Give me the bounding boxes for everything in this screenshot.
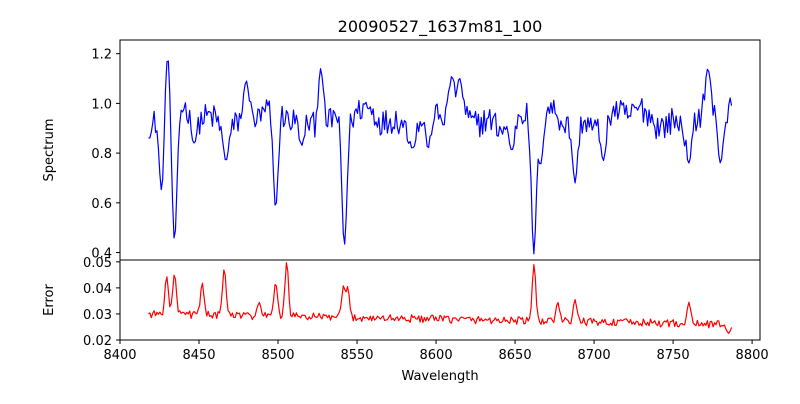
x-tick-label: 8800	[736, 348, 769, 363]
error-y-tick-label: 0.05	[83, 256, 112, 271]
x-tick-label: 8500	[261, 348, 294, 363]
x-tick-label: 8400	[103, 348, 136, 363]
spectrum-y-axis-label: Spectrum	[42, 119, 57, 182]
x-tick-label: 8550	[340, 348, 373, 363]
spectrum-y-tick-label: 0.4	[91, 247, 112, 262]
spectrum-y-tick-label: 0.8	[91, 147, 112, 162]
error-panel: Error 0.020.030.040.05 8400 8450 8500 8550 8…	[42, 256, 769, 384]
spectrum-y-tick-label: 0.6	[91, 197, 112, 212]
error-x-ticks: 8400 8450 8500 8550 8600 8650 8700 8750 8800	[103, 340, 769, 363]
x-tick-label: 8750	[657, 348, 690, 363]
error-line	[148, 262, 733, 334]
x-tick-label: 8650	[499, 348, 532, 363]
x-tick-label: 8450	[182, 348, 215, 363]
error-axes-frame	[119, 259, 761, 341]
error-y-axis-label: Error	[42, 284, 57, 316]
spectrum-line	[148, 60, 733, 255]
error-y-tick-label: 0.03	[83, 308, 112, 323]
spectrum-y-ticks: 0.4 0.6 0.8 1.0 1.2	[91, 48, 120, 262]
error-y-ticks: 0.02 0.03 0.04 0.05	[83, 256, 120, 349]
chart-title: 20090527_1637m81_100	[338, 17, 543, 37]
x-tick-label: 8600	[420, 348, 453, 363]
error-y-tick-label: 0.02	[83, 334, 112, 349]
x-axis-label: Wavelength	[401, 369, 478, 384]
error-y-tick-label: 0.04	[83, 282, 112, 297]
spectrum-y-tick-label: 1.2	[91, 48, 112, 63]
x-tick-label: 8700	[578, 348, 611, 363]
spectrum-y-tick-label: 1.0	[91, 97, 112, 112]
